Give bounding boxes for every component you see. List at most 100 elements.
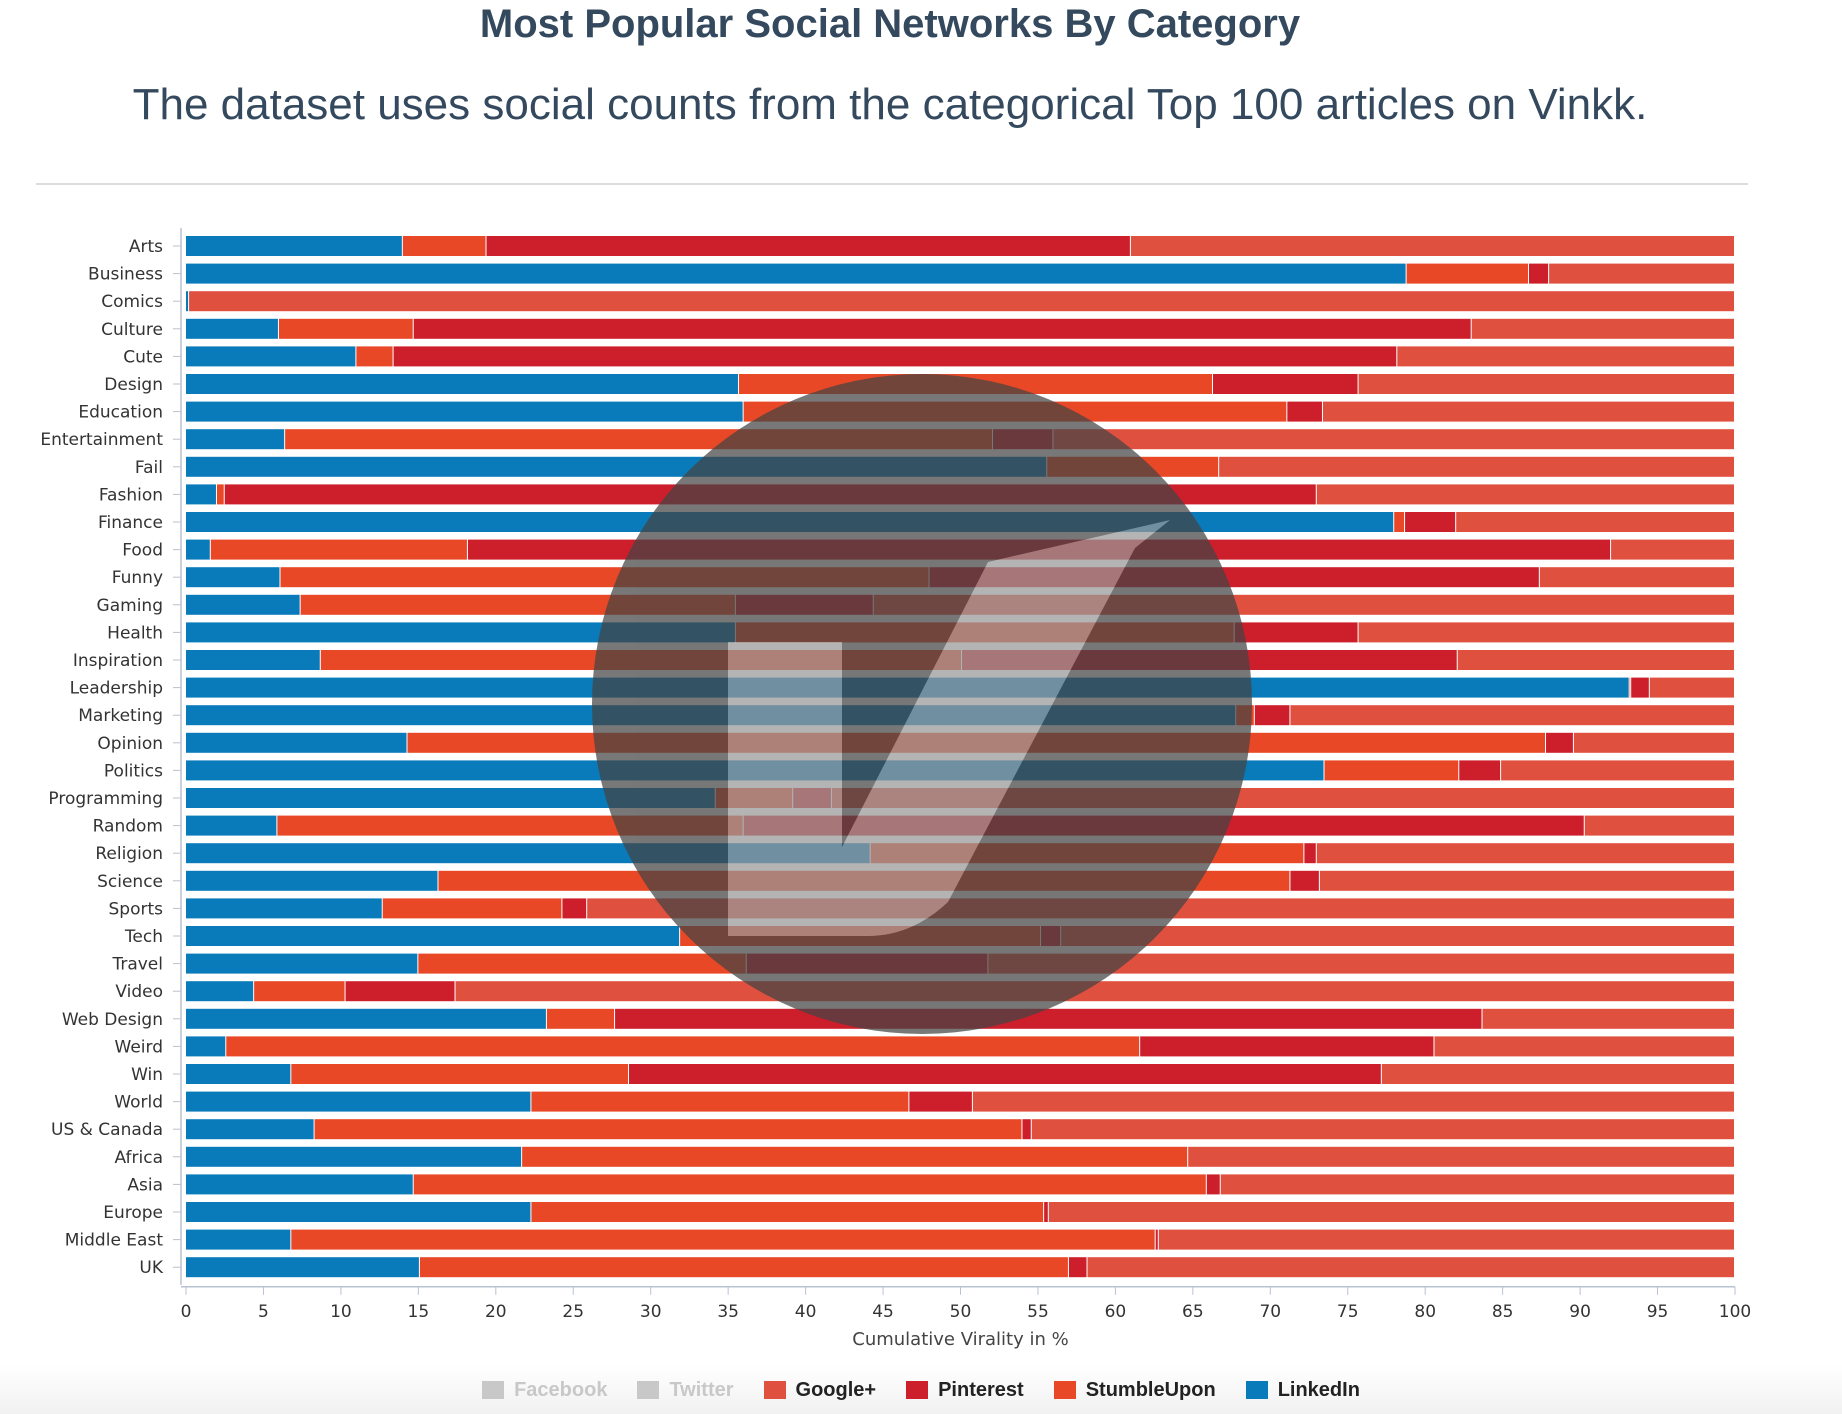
- bar-pinterest-36[interactable]: [1155, 1229, 1158, 1250]
- bar-google--29[interactable]: [1434, 1036, 1734, 1057]
- bar-google--4[interactable]: [1397, 346, 1734, 367]
- bar-google--2[interactable]: [189, 291, 1734, 312]
- bar-stumbleupon-4[interactable]: [356, 346, 393, 367]
- bar-google--23[interactable]: [1319, 870, 1734, 891]
- legend-item-facebook[interactable]: Facebook: [482, 1379, 607, 1402]
- bar-google--21[interactable]: [1584, 815, 1734, 836]
- bar-google--1[interactable]: [1549, 263, 1734, 284]
- legend-item-stumbleupon[interactable]: StumbleUpon: [1053, 1379, 1216, 1402]
- bar-linkedin-24[interactable]: [186, 898, 382, 919]
- legend-item-google-[interactable]: Google+: [763, 1379, 876, 1402]
- bar-pinterest-3[interactable]: [413, 318, 1471, 339]
- bar-linkedin-32[interactable]: [186, 1119, 314, 1140]
- bar-google--26[interactable]: [988, 953, 1734, 974]
- bar-pinterest-10[interactable]: [1405, 512, 1456, 532]
- bar-linkedin-13[interactable]: [186, 594, 300, 615]
- bar-pinterest-5[interactable]: [1212, 374, 1358, 394]
- bar-linkedin-2[interactable]: [186, 291, 189, 312]
- bar-linkedin-31[interactable]: [186, 1091, 531, 1112]
- bar-google--37[interactable]: [1087, 1257, 1734, 1278]
- bar-linkedin-35[interactable]: [186, 1202, 531, 1222]
- bar-stumbleupon-30[interactable]: [291, 1064, 629, 1084]
- bar-pinterest-28[interactable]: [615, 1008, 1482, 1029]
- bar-google--10[interactable]: [1456, 512, 1734, 532]
- bar-google--15[interactable]: [1457, 650, 1734, 670]
- bar-stumbleupon-16[interactable]: [1629, 677, 1631, 698]
- bar-google--30[interactable]: [1381, 1064, 1734, 1084]
- bar-pinterest-23[interactable]: [1290, 870, 1319, 891]
- legend-item-pinterest[interactable]: Pinterest: [906, 1379, 1024, 1402]
- bar-pinterest-27[interactable]: [345, 981, 455, 1002]
- bar-pinterest-14[interactable]: [1234, 622, 1358, 643]
- bar-google--32[interactable]: [1031, 1119, 1734, 1140]
- bar-stumbleupon-11[interactable]: [210, 539, 467, 560]
- bar-stumbleupon-3[interactable]: [278, 318, 413, 339]
- bar-pinterest-31[interactable]: [909, 1091, 972, 1112]
- bar-linkedin-23[interactable]: [186, 870, 438, 891]
- bar-google--3[interactable]: [1471, 318, 1734, 339]
- bar-linkedin-25[interactable]: [186, 926, 680, 946]
- bar-pinterest-17[interactable]: [1254, 705, 1290, 726]
- bar-linkedin-9[interactable]: [186, 484, 216, 505]
- bar-google--7[interactable]: [1053, 429, 1734, 450]
- bar-pinterest-32[interactable]: [1022, 1119, 1031, 1140]
- bar-pinterest-16[interactable]: [1631, 677, 1649, 698]
- bar-stumbleupon-31[interactable]: [531, 1091, 909, 1112]
- bar-google--6[interactable]: [1322, 401, 1734, 422]
- bar-linkedin-36[interactable]: [186, 1229, 291, 1250]
- bar-linkedin-30[interactable]: [186, 1064, 291, 1084]
- bar-linkedin-11[interactable]: [186, 539, 210, 560]
- bar-linkedin-4[interactable]: [186, 346, 356, 367]
- bar-google--14[interactable]: [1358, 622, 1734, 643]
- bar-linkedin-27[interactable]: [186, 981, 254, 1002]
- bar-pinterest-6[interactable]: [1287, 401, 1322, 422]
- legend-item-linkedin[interactable]: LinkedIn: [1245, 1379, 1360, 1402]
- bar-google--36[interactable]: [1158, 1229, 1734, 1250]
- bar-linkedin-5[interactable]: [186, 374, 738, 394]
- bar-google--25[interactable]: [1061, 926, 1734, 946]
- bar-google--0[interactable]: [1130, 236, 1734, 256]
- bar-stumbleupon-28[interactable]: [546, 1008, 615, 1029]
- bar-pinterest-22[interactable]: [1304, 843, 1316, 864]
- bar-google--19[interactable]: [1501, 760, 1734, 781]
- bar-linkedin-33[interactable]: [186, 1146, 522, 1167]
- bar-linkedin-21[interactable]: [186, 815, 277, 836]
- bar-stumbleupon-26[interactable]: [418, 953, 746, 974]
- bar-google--17[interactable]: [1290, 705, 1734, 726]
- bar-google--12[interactable]: [1539, 567, 1734, 588]
- bar-pinterest-34[interactable]: [1206, 1174, 1220, 1195]
- legend-item-twitter[interactable]: Twitter: [637, 1379, 734, 1402]
- bar-stumbleupon-35[interactable]: [531, 1202, 1044, 1222]
- bar-stumbleupon-32[interactable]: [314, 1119, 1022, 1140]
- bar-linkedin-7[interactable]: [186, 429, 285, 450]
- bar-stumbleupon-1[interactable]: [1406, 263, 1528, 284]
- bar-stumbleupon-33[interactable]: [522, 1146, 1188, 1167]
- bar-pinterest-1[interactable]: [1528, 263, 1549, 284]
- bar-linkedin-15[interactable]: [186, 650, 320, 670]
- bar-pinterest-0[interactable]: [486, 236, 1130, 256]
- bar-linkedin-0[interactable]: [186, 236, 402, 256]
- bar-google--34[interactable]: [1220, 1174, 1734, 1195]
- bar-google--16[interactable]: [1649, 677, 1734, 698]
- bar-linkedin-3[interactable]: [186, 318, 278, 339]
- bar-linkedin-14[interactable]: [186, 622, 735, 643]
- bar-stumbleupon-29[interactable]: [226, 1036, 1140, 1057]
- bar-stumbleupon-37[interactable]: [419, 1257, 1068, 1278]
- bar-pinterest-37[interactable]: [1068, 1257, 1087, 1278]
- bar-linkedin-26[interactable]: [186, 953, 418, 974]
- bar-stumbleupon-27[interactable]: [254, 981, 345, 1002]
- bar-google--31[interactable]: [972, 1091, 1734, 1112]
- bar-pinterest-19[interactable]: [1459, 760, 1501, 781]
- bar-google--22[interactable]: [1316, 843, 1734, 864]
- bar-linkedin-37[interactable]: [186, 1257, 419, 1278]
- bar-linkedin-28[interactable]: [186, 1008, 546, 1029]
- bar-google--28[interactable]: [1482, 1008, 1734, 1029]
- bar-pinterest-4[interactable]: [393, 346, 1397, 367]
- bar-google--5[interactable]: [1358, 374, 1734, 394]
- bar-pinterest-30[interactable]: [629, 1064, 1381, 1084]
- bar-linkedin-1[interactable]: [186, 263, 1406, 284]
- bar-pinterest-29[interactable]: [1140, 1036, 1434, 1057]
- bar-linkedin-29[interactable]: [186, 1036, 226, 1057]
- bar-google--9[interactable]: [1316, 484, 1734, 505]
- bar-linkedin-6[interactable]: [186, 401, 743, 422]
